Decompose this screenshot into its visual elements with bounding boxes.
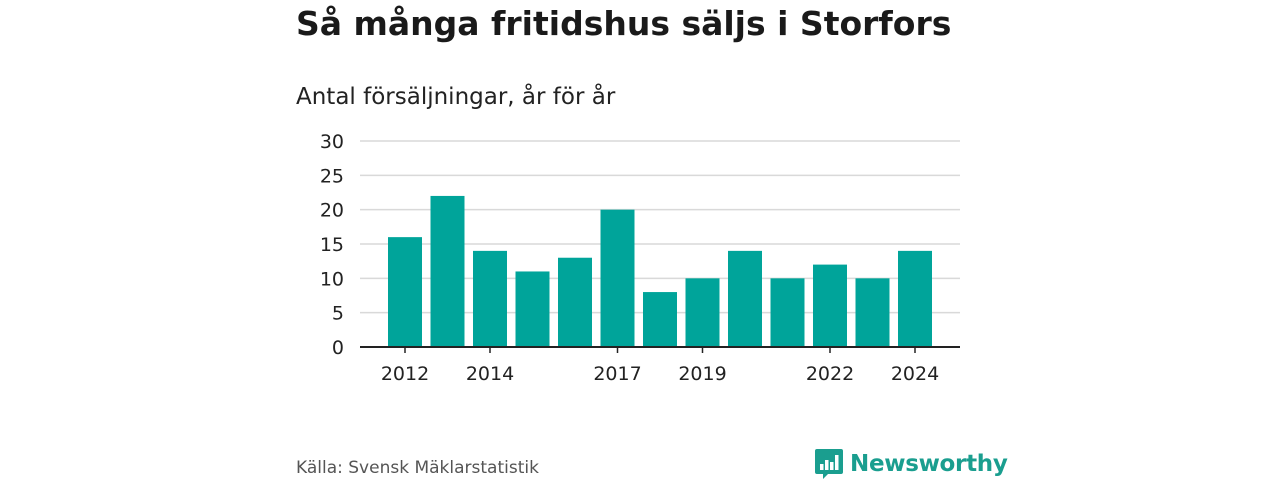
y-tick-label: 15 [320, 234, 344, 256]
bar-2022 [813, 264, 847, 347]
x-tick-label: 2012 [381, 363, 429, 385]
bar-2017 [600, 209, 635, 347]
x-tick-label: 2014 [466, 363, 514, 385]
bar-2015 [515, 271, 550, 347]
bar-2012 [388, 237, 422, 347]
x-axis-ticks: 2012 2014 2017 2019 2022 2024 [381, 347, 939, 385]
y-tick-label: 0 [332, 337, 344, 359]
chart-title: Så många fritidshus säljs i Storfors [296, 4, 952, 43]
bar-chart-speech-bubble-icon [815, 449, 843, 479]
y-tick-label: 10 [320, 268, 344, 290]
source-note: Källa: Svensk Mäklarstatistik [296, 458, 539, 478]
brand-name: Newsworthy [850, 451, 1008, 477]
x-tick-label: 2017 [593, 363, 641, 385]
y-tick-label: 5 [332, 303, 344, 325]
x-tick-label: 2024 [891, 363, 939, 385]
bar-2019 [685, 278, 720, 347]
bar-2013 [430, 195, 465, 347]
y-tick-label: 25 [320, 165, 344, 187]
bar-2020 [728, 250, 762, 347]
bar-2016 [558, 257, 592, 347]
bar-chart: 0 5 10 15 20 25 30 2012 2014 2017 2019 2022 2024 [320, 131, 960, 385]
bar-2018 [643, 292, 677, 347]
bar-2024 [898, 250, 932, 347]
x-tick-label: 2022 [806, 363, 854, 385]
bar-2014 [473, 250, 507, 347]
chart-subtitle: Antal försäljningar, år för år [296, 84, 616, 110]
bars [388, 195, 932, 347]
bar-2021 [770, 278, 805, 347]
y-tick-label: 30 [320, 131, 344, 153]
x-tick-label: 2019 [678, 363, 726, 385]
y-axis-ticks: 0 5 10 15 20 25 30 [320, 131, 344, 359]
y-tick-label: 20 [320, 200, 344, 222]
bar-2023 [855, 278, 890, 347]
brand-logo: Newsworthy [814, 447, 1008, 481]
